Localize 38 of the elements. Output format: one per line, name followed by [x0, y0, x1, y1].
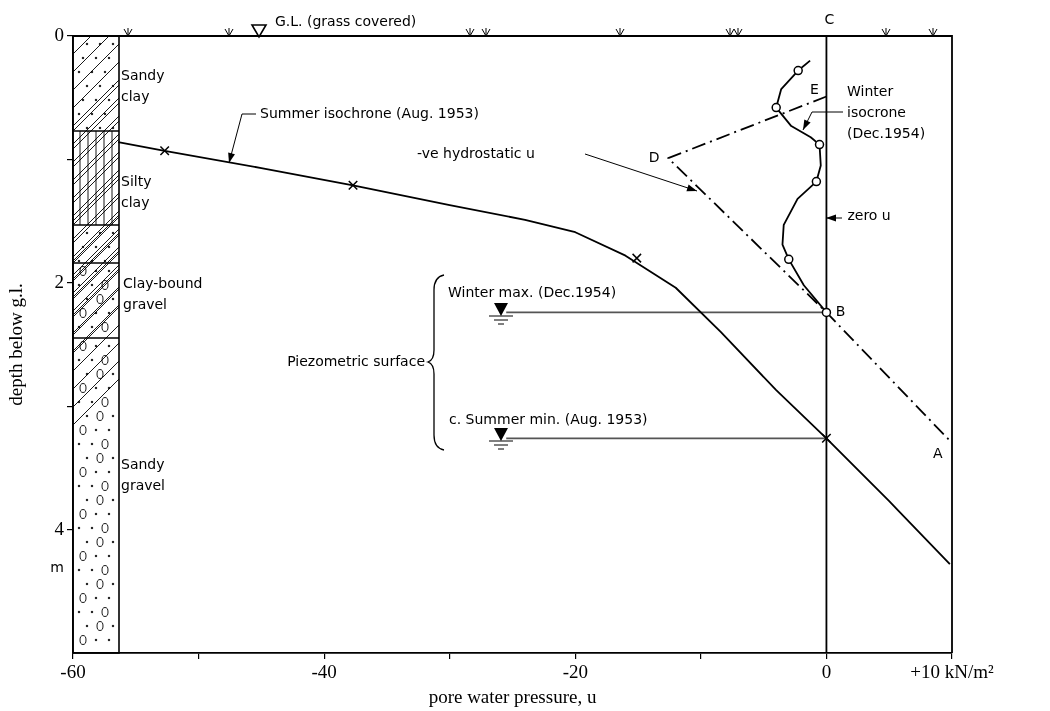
point	[784, 254, 794, 265]
y-tick-label: 2	[54, 270, 64, 292]
point	[159, 145, 170, 156]
y-tick-label: 0	[54, 23, 64, 45]
annotation: -ve hydrostatic u	[417, 144, 535, 161]
annotation: E	[810, 81, 819, 98]
legend-label: Winter isocrone (Dec.1954)	[847, 82, 926, 141]
x-tick-label: -60	[60, 661, 86, 683]
x-tick-label: +10 kN/m²	[910, 661, 995, 683]
point	[348, 180, 359, 191]
y-axis-title: depth below g.l.	[5, 283, 27, 406]
series-label: Winter max. (Dec.1954)	[448, 283, 617, 300]
annotation: Clay-bound gravel	[123, 274, 203, 312]
text: Summer isochrone (Aug. 1953)	[260, 104, 479, 121]
annotation: Silty clay	[121, 172, 152, 210]
y-tick-label: 4	[54, 517, 65, 539]
annotation: Sandy gravel	[121, 455, 166, 493]
x-tick-label: -40	[311, 661, 337, 683]
annotation: D	[648, 148, 660, 165]
annotation: Sandy clay	[121, 66, 165, 104]
point	[814, 139, 825, 150]
text: G.L. (grass covered)	[275, 12, 417, 29]
series-label: c. Summer min. (Aug. 1953)	[449, 410, 648, 427]
ref-line-label: zero u	[847, 206, 891, 223]
point	[811, 176, 822, 187]
annotation: A	[933, 445, 944, 462]
annotation: C	[824, 10, 835, 27]
text: m	[50, 558, 64, 575]
x-axis-title: pore water pressure, u	[428, 685, 597, 707]
x-tick-label: 0	[821, 661, 832, 683]
point	[631, 253, 642, 264]
annotation: Piezometric surface	[287, 352, 425, 369]
point	[821, 433, 832, 444]
x-tick-label: -20	[562, 661, 588, 683]
annotation: B	[835, 303, 846, 320]
point	[821, 307, 832, 318]
point	[771, 102, 781, 113]
point	[793, 65, 803, 76]
